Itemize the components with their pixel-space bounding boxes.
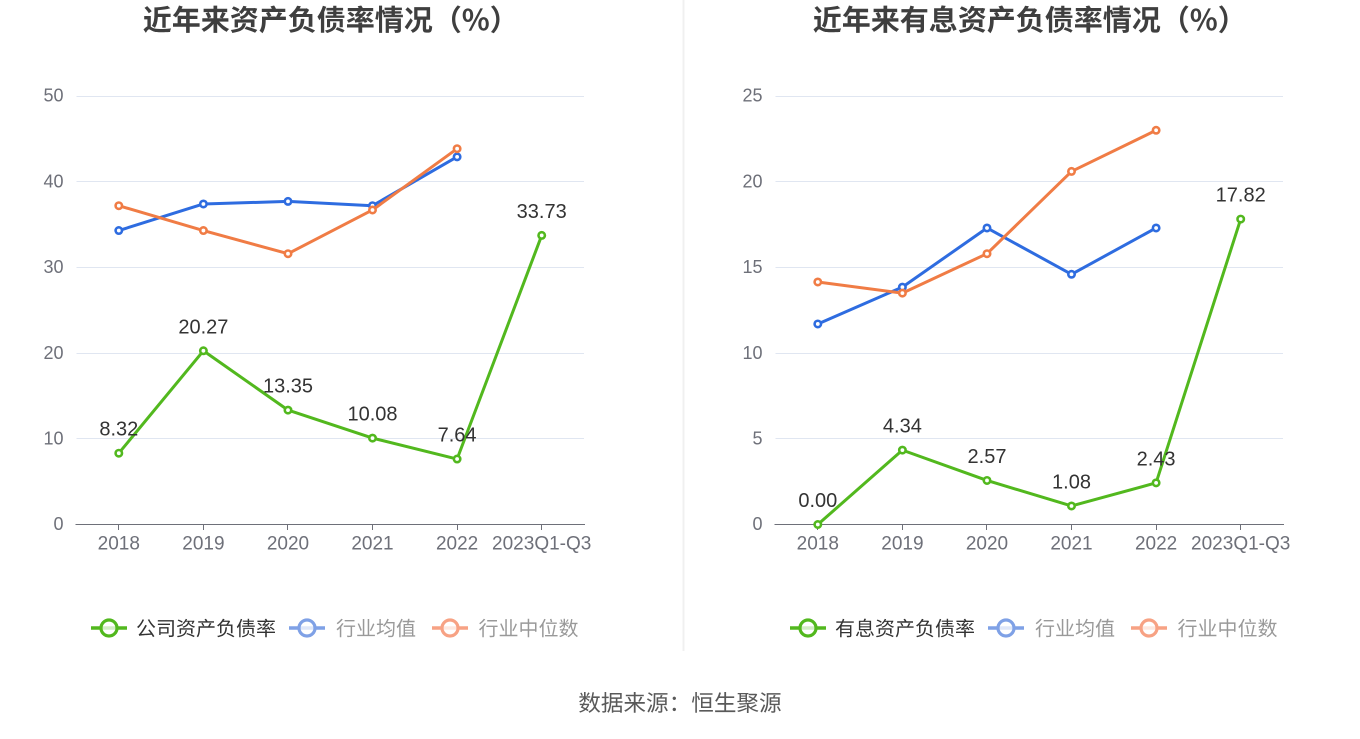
svg-text:33.73: 33.73 bbox=[517, 201, 567, 223]
svg-text:13.35: 13.35 bbox=[263, 376, 313, 398]
svg-text:2020: 2020 bbox=[966, 534, 1008, 555]
svg-text:2.57: 2.57 bbox=[968, 446, 1007, 468]
svg-text:2018: 2018 bbox=[797, 534, 839, 555]
svg-text:0: 0 bbox=[752, 514, 762, 534]
svg-text:0: 0 bbox=[53, 514, 63, 534]
svg-text:17.82: 17.82 bbox=[1216, 185, 1266, 207]
svg-text:2020: 2020 bbox=[267, 534, 309, 555]
svg-text:2018: 2018 bbox=[98, 534, 140, 555]
svg-text:40: 40 bbox=[43, 171, 63, 191]
svg-text:0.00: 0.00 bbox=[798, 490, 837, 512]
svg-text:10: 10 bbox=[43, 429, 63, 449]
svg-text:8.32: 8.32 bbox=[99, 419, 138, 441]
svg-text:2019: 2019 bbox=[881, 534, 923, 555]
svg-text:1.08: 1.08 bbox=[1052, 471, 1091, 493]
svg-text:2022: 2022 bbox=[1135, 534, 1177, 555]
svg-text:10.08: 10.08 bbox=[347, 404, 397, 426]
svg-text:2021: 2021 bbox=[351, 534, 393, 555]
svg-text:7.64: 7.64 bbox=[438, 425, 477, 447]
svg-text:2.43: 2.43 bbox=[1137, 448, 1176, 470]
svg-text:2023Q1-Q3: 2023Q1-Q3 bbox=[492, 534, 591, 555]
svg-text:25: 25 bbox=[742, 86, 762, 106]
svg-text:5: 5 bbox=[752, 429, 762, 449]
svg-text:4.34: 4.34 bbox=[883, 416, 922, 438]
svg-text:15: 15 bbox=[742, 257, 762, 277]
svg-text:2022: 2022 bbox=[436, 534, 478, 555]
svg-text:30: 30 bbox=[43, 257, 63, 277]
svg-text:20.27: 20.27 bbox=[178, 316, 228, 338]
svg-text:50: 50 bbox=[43, 86, 63, 106]
svg-text:2019: 2019 bbox=[182, 534, 224, 555]
svg-text:20: 20 bbox=[742, 171, 762, 191]
svg-text:2023Q1-Q3: 2023Q1-Q3 bbox=[1191, 534, 1290, 555]
svg-text:2021: 2021 bbox=[1050, 534, 1092, 555]
svg-text:20: 20 bbox=[43, 343, 63, 363]
svg-text:10: 10 bbox=[742, 343, 762, 363]
